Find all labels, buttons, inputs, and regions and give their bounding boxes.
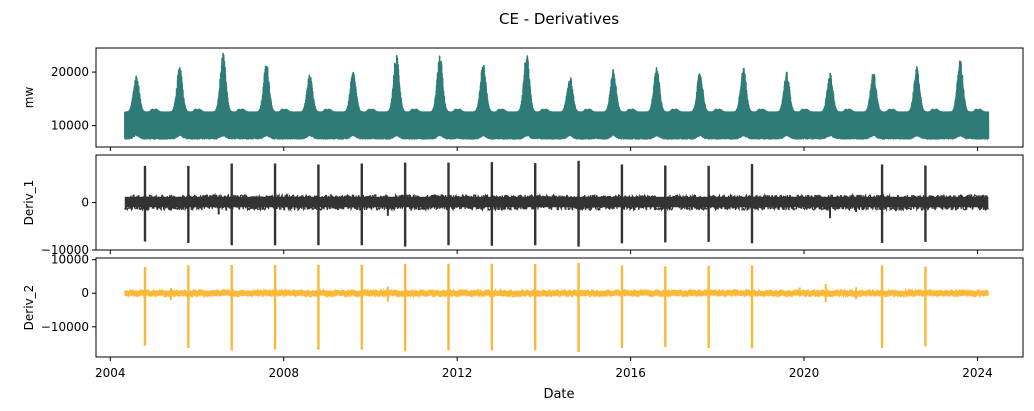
panel-frame-deriv2 (95, 257, 1024, 358)
y-tick-label-deriv1-1: 0 (81, 196, 89, 210)
x-tick-label-2: 2012 (442, 366, 473, 380)
x-axis-label: Date (543, 387, 574, 402)
y-tick-label-mw-1: 20000 (51, 65, 89, 79)
series-deriv2 (124, 263, 989, 352)
x-tick-label-5: 2024 (962, 366, 993, 380)
x-axis: 2004 2008 2012 2016 2020 2024 (95, 366, 993, 380)
y-axis-label-deriv1: Deriv_1 (22, 180, 36, 226)
x-tick-label-4: 2020 (789, 366, 820, 380)
series-line-mw (124, 52, 990, 140)
x-tick-label-3: 2016 (615, 366, 646, 380)
series-deriv1 (124, 160, 989, 247)
panel-frame-mw (95, 47, 1024, 148)
y-axis-label-deriv2: Deriv_2 (22, 285, 36, 331)
y-tick-label-deriv2-0: −10000 (41, 320, 89, 334)
panel-deriv1: −10000 0 Deriv_1 (22, 154, 1024, 257)
noise-line-deriv2 (124, 287, 989, 299)
panel-deriv2: −10000 0 10000 Deriv_2 (22, 253, 1024, 361)
y-tick-label-mw-0: 10000 (51, 119, 89, 133)
y-axis-label-mw: mw (22, 87, 36, 109)
y-tick-label-deriv2-2: 10000 (51, 253, 89, 267)
panel-mw: 10000 20000 mw (22, 47, 1024, 151)
x-tick-label-1: 2008 (268, 366, 299, 380)
y-tick-label-deriv1-0: −10000 (41, 243, 89, 257)
chart-title: CE - Derivatives (499, 10, 619, 28)
series-mw (124, 52, 990, 140)
x-tick-label-0: 2004 (95, 366, 126, 380)
noise-line-deriv1 (124, 192, 989, 213)
y-tick-label-deriv2-1: 0 (81, 286, 89, 300)
